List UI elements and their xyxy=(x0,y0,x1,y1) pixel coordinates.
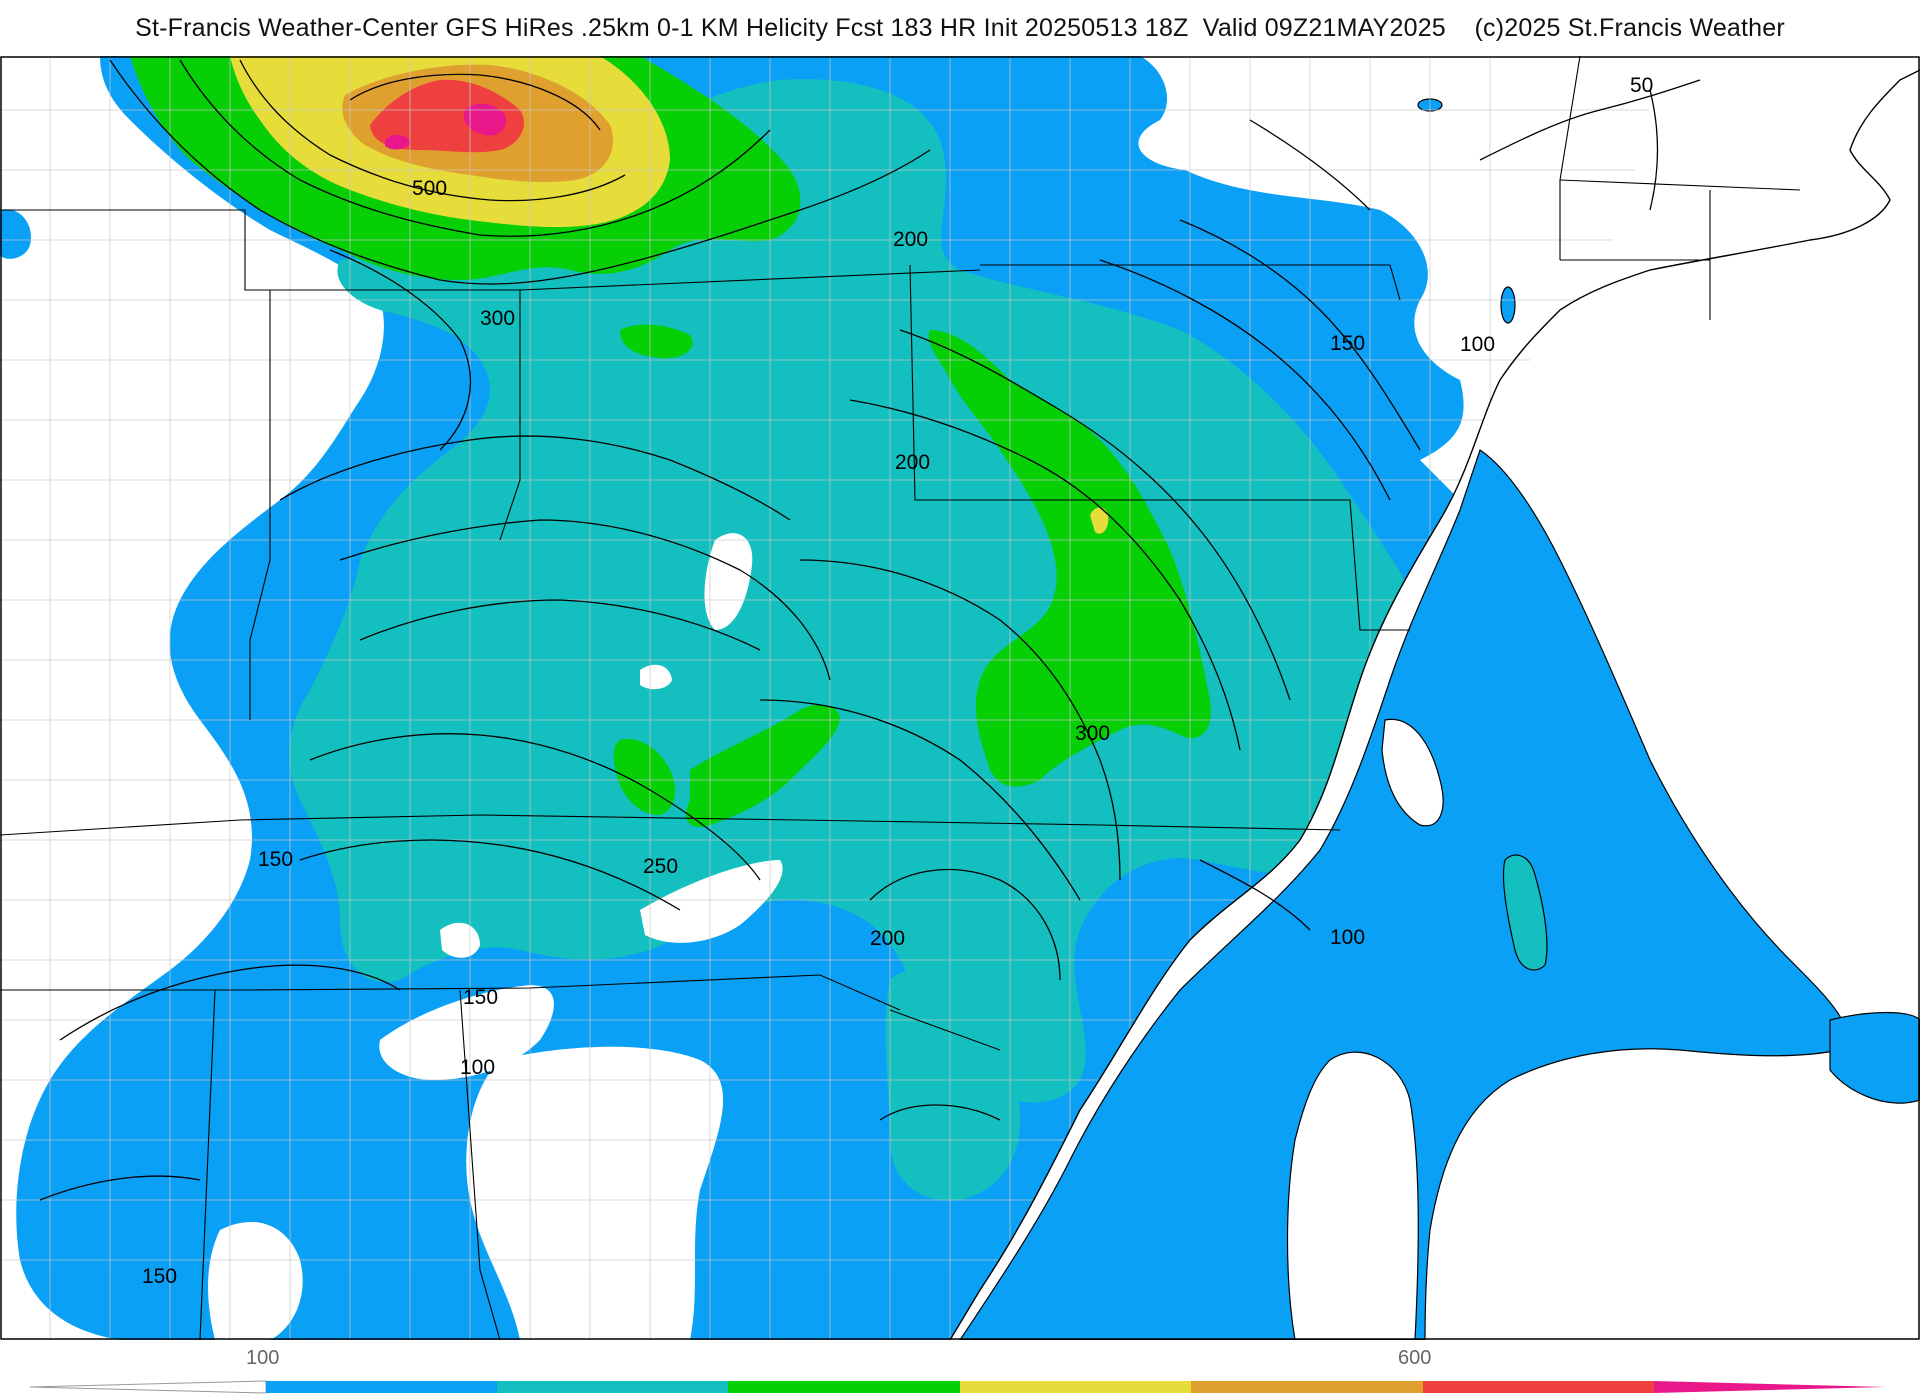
contour-label-100: 100 xyxy=(1460,333,1495,356)
band-100-west-patch xyxy=(0,209,31,259)
contour-label-300: 300 xyxy=(480,307,515,330)
legend-swatch-400 xyxy=(960,1381,1191,1393)
legend-high-arrow xyxy=(1654,1381,1886,1393)
contour-label-300: 300 xyxy=(1075,722,1110,745)
band-200-main xyxy=(289,79,1452,1103)
hole-white-3 xyxy=(640,860,783,943)
contour-label-150: 150 xyxy=(1330,332,1365,355)
ocean-white-hole-a xyxy=(1381,718,1444,827)
band-700 xyxy=(463,103,507,136)
hole-white-6 xyxy=(379,985,554,1080)
contour-lines xyxy=(39,59,1701,1201)
legend-swatch-600 xyxy=(1423,1381,1654,1393)
helicity-map: 500 300 200 200 150 100 50 300 250 150 1… xyxy=(0,56,1920,1340)
legend-swatch-200 xyxy=(497,1381,728,1393)
map-frame xyxy=(0,56,1920,1340)
contour-label-500: 500 xyxy=(412,177,447,200)
hole-white-7 xyxy=(466,1046,724,1340)
band-300-sw xyxy=(686,704,840,828)
band-200-south xyxy=(885,969,1020,1201)
contour-labels: 500 300 200 200 150 100 50 300 250 150 1… xyxy=(142,74,1653,1288)
coastline xyxy=(949,69,1920,1340)
contour-label-200: 200 xyxy=(870,927,905,950)
legend-swatch-500 xyxy=(1191,1381,1423,1393)
hole-white-1 xyxy=(704,533,753,630)
map-title: St-Francis Weather-Center GFS HiRes .25k… xyxy=(135,14,1785,42)
band-400-spot xyxy=(1090,507,1109,534)
contour-label-250: 250 xyxy=(643,855,678,878)
legend-low-arrow xyxy=(29,1380,267,1394)
legend-swatch-300 xyxy=(728,1381,960,1393)
ocean-teal-strip xyxy=(1502,854,1548,971)
ocean-field-blue xyxy=(959,449,1847,1340)
band-700-small xyxy=(385,134,410,150)
contour-label-100: 100 xyxy=(1330,926,1365,949)
color-legend: 100 600 xyxy=(29,1347,1886,1394)
contour-label-150: 150 xyxy=(142,1265,177,1288)
state-borders xyxy=(0,56,1801,1340)
contour-label-150: 150 xyxy=(463,986,498,1009)
ocean-fields xyxy=(959,449,1920,1340)
contour-label-50: 50 xyxy=(1630,74,1653,97)
contour-label-200: 200 xyxy=(893,228,928,251)
band-300-blob xyxy=(620,324,693,359)
ocean-blob-2 xyxy=(1500,286,1516,324)
legend-label-high: 600 xyxy=(1398,1347,1431,1369)
legend-label-low: 100 xyxy=(246,1347,279,1369)
contour-label-150: 150 xyxy=(258,848,293,871)
hole-white-2 xyxy=(640,664,672,690)
hole-white-10 xyxy=(208,1221,303,1340)
contour-label-100: 100 xyxy=(460,1056,495,1079)
legend-swatch-100 xyxy=(266,1381,497,1393)
contour-label-200: 200 xyxy=(895,451,930,474)
